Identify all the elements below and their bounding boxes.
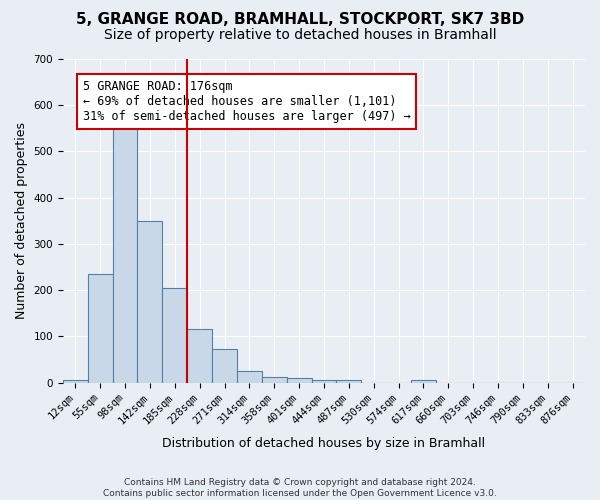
Bar [262,377,287,382]
Bar [163,288,187,382]
Bar [113,112,137,382]
Bar [237,371,262,382]
Bar [63,380,88,382]
Bar [88,274,113,382]
X-axis label: Distribution of detached houses by size in Bramhall: Distribution of detached houses by size … [163,437,485,450]
Text: Contains HM Land Registry data © Crown copyright and database right 2024.
Contai: Contains HM Land Registry data © Crown c… [103,478,497,498]
Bar [311,380,337,382]
Text: Size of property relative to detached houses in Bramhall: Size of property relative to detached ho… [104,28,496,42]
Bar [212,350,237,382]
Bar [137,221,163,382]
Bar [287,378,311,382]
Text: 5 GRANGE ROAD: 176sqm
← 69% of detached houses are smaller (1,101)
31% of semi-d: 5 GRANGE ROAD: 176sqm ← 69% of detached … [83,80,410,123]
Text: 5, GRANGE ROAD, BRAMHALL, STOCKPORT, SK7 3BD: 5, GRANGE ROAD, BRAMHALL, STOCKPORT, SK7… [76,12,524,28]
Bar [337,380,361,382]
Bar [187,330,212,382]
Y-axis label: Number of detached properties: Number of detached properties [15,122,28,320]
Bar [411,380,436,382]
